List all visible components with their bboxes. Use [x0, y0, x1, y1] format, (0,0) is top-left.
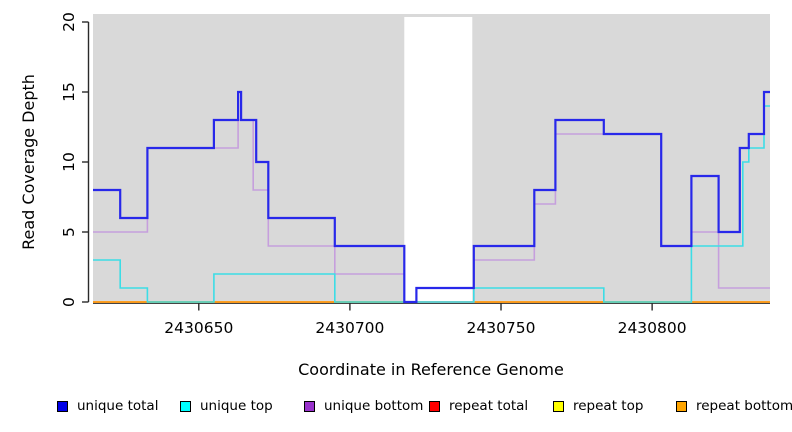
- legend-label: unique top: [200, 398, 273, 414]
- legend: unique total unique top unique bottom re…: [0, 398, 792, 418]
- legend-item-repeat-total: repeat total: [429, 398, 528, 414]
- legend-item-unique-bottom: unique bottom: [304, 398, 423, 414]
- plot-background-layer: [93, 14, 770, 302]
- repeat-bottom-swatch-icon: [676, 400, 687, 412]
- repeat-total-swatch-icon: [429, 400, 440, 412]
- unique-top-swatch-icon: [180, 400, 191, 412]
- legend-item-unique-top: unique top: [180, 398, 273, 414]
- series-line-unique-top: [93, 105, 770, 303]
- x-tick-label-2430650: 2430650: [164, 319, 233, 337]
- legend-item-repeat-bottom: repeat bottom: [676, 398, 792, 414]
- series-line-unique-total: [93, 90, 770, 304]
- unique-total-swatch-icon: [57, 400, 68, 412]
- legend-label: repeat top: [573, 398, 644, 414]
- x-tick-label-2430750: 2430750: [466, 319, 535, 337]
- unique-bottom-swatch-icon: [304, 400, 315, 412]
- y-axis-title: Read Coverage Depth: [19, 74, 38, 250]
- series-lines-layer: [93, 90, 770, 304]
- axis-layer: [82, 21, 770, 311]
- y-tick-label-0: 0: [60, 297, 78, 307]
- legend-label: repeat bottom: [696, 398, 792, 414]
- legend-label: unique bottom: [324, 398, 424, 414]
- legend-item-repeat-top: repeat top: [553, 398, 643, 414]
- y-tick-label-5: 5: [60, 227, 78, 237]
- x-axis-title: Coordinate in Reference Genome: [298, 360, 564, 379]
- coverage-chart: 0 5 10 15 20 2430650 2430700 2430750 243…: [19, 12, 770, 379]
- legend-label: repeat total: [449, 398, 529, 414]
- x-tick-label-2430800: 2430800: [618, 319, 687, 337]
- y-tick-label-15: 15: [60, 82, 78, 102]
- legend-label: unique total: [77, 398, 159, 414]
- unshaded-gap-region: [404, 17, 473, 302]
- y-tick-label-10: 10: [60, 152, 78, 172]
- y-tick-label-20: 20: [60, 12, 78, 32]
- x-tick-label-2430700: 2430700: [315, 319, 384, 337]
- repeat-top-swatch-icon: [553, 400, 564, 412]
- legend-item-unique-total: unique total: [57, 398, 158, 414]
